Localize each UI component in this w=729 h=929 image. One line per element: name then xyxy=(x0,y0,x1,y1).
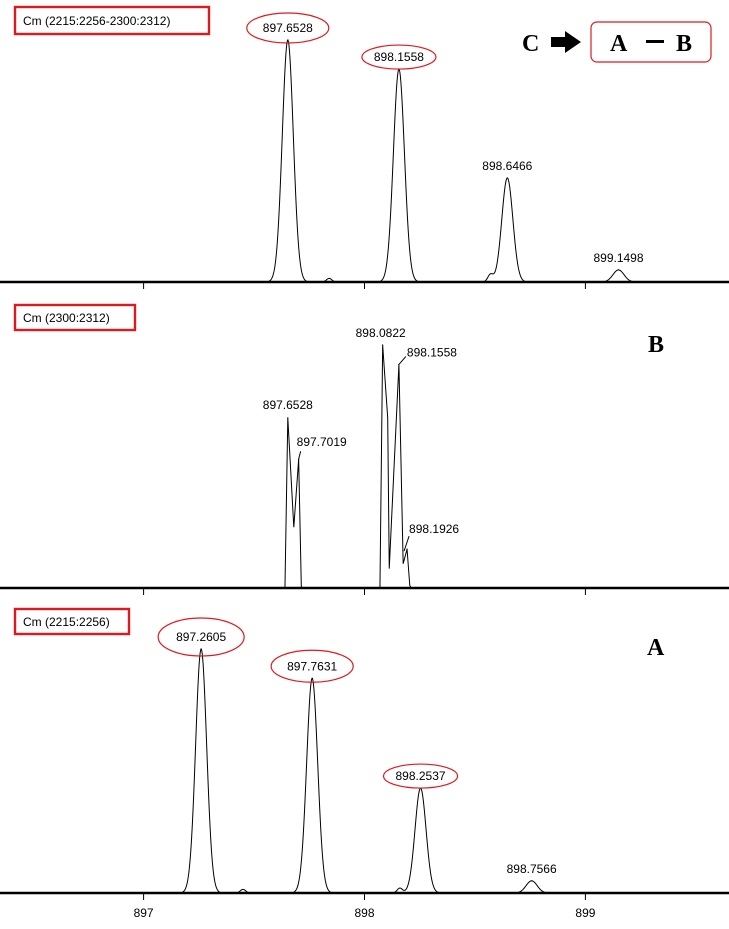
panel-a-letter: A xyxy=(647,635,665,661)
panel-a-peak-point xyxy=(531,880,533,882)
panel-a-tick-label-899: 899 xyxy=(575,906,595,920)
panel-c-highlight-ellipse xyxy=(246,12,330,44)
arrow-right-icon xyxy=(551,31,581,53)
panel-c-peak-label: 898.1558 xyxy=(374,50,424,64)
panel-c-name-text: Cm (2215:2256-2300:2312) xyxy=(23,14,170,28)
panel-b-peak-label: 897.7019 xyxy=(297,435,347,449)
panel-b-letter: B xyxy=(648,332,664,358)
panel-c-peak-label: 899.1498 xyxy=(593,251,643,265)
panel-a-peak-point xyxy=(200,648,202,650)
panel-c-peak-point xyxy=(617,269,620,271)
panel-c-spectrum-trace xyxy=(0,39,729,283)
panel-b-peak-label: 898.1558 xyxy=(407,345,457,359)
panel-a-highlight-ellipse xyxy=(382,763,459,789)
panel-a-peak-label: 898.2537 xyxy=(396,769,446,783)
panel-b-peak-label: 898.0822 xyxy=(356,326,406,340)
plots-layer: 897.6528898.1558898.6466899.1498897.6528… xyxy=(0,12,729,920)
panel-c-highlight-ellipse xyxy=(361,44,437,70)
panel-c-peak-label: 897.6528 xyxy=(263,21,313,35)
panel-a-peak-label: 897.2605 xyxy=(176,630,226,644)
panel-a-name-label: Cm (2215:2256) xyxy=(13,607,131,636)
panel-c-peak-label: 898.6466 xyxy=(482,159,532,173)
panel-b-name-label: Cm (2300:2312) xyxy=(13,303,137,332)
panel-b-leader-line xyxy=(398,356,407,365)
panel-a-peak-label: 897.7631 xyxy=(287,659,337,673)
panel-b-leader-line xyxy=(298,451,302,460)
panel-a-highlight-ellipse xyxy=(157,617,245,657)
panel-b-peak-point xyxy=(406,548,408,550)
panel-a-peak-point xyxy=(311,677,313,679)
panel-c-plot: 897.6528 898.1558 898.6466 899.1498 xyxy=(0,12,729,289)
panel-a-plot: 897 898 899 897.2605 897.7631 898.2537 898.756… xyxy=(0,617,729,920)
panel-b-peak-point xyxy=(382,344,384,346)
panel-b-spectrum-trace xyxy=(0,344,729,589)
formula-a-letter: A xyxy=(610,31,628,57)
formula-b-letter: B xyxy=(676,31,692,57)
panel-b-name-text: Cm (2300:2312) xyxy=(23,311,110,325)
formula-box xyxy=(590,21,712,63)
panel-c-peak-point xyxy=(287,39,289,41)
minus-sign xyxy=(646,40,664,43)
panel-a-name-text: Cm (2215:2256) xyxy=(23,615,110,629)
panel-c-name-label: Cm (2215:2256-2300:2312) xyxy=(13,5,211,36)
panel-b-peak-label: 897.6528 xyxy=(263,398,313,412)
formula-header: C A B xyxy=(522,21,712,63)
panel-a-peak-label: 898.7566 xyxy=(507,862,557,876)
panel-b-peak-point xyxy=(287,417,289,419)
panel-a-tick-label-897: 897 xyxy=(134,906,154,920)
panel-a-tick-label-898: 898 xyxy=(354,906,374,920)
panel-c-peak-point xyxy=(506,177,508,179)
panel-a-spectrum-trace xyxy=(0,648,729,894)
panel-a-highlight-ellipse xyxy=(270,649,354,683)
panel-b-leader-line xyxy=(403,535,410,552)
panel-b-peak-label: 898.1926 xyxy=(409,522,459,536)
formula-c-letter: C xyxy=(522,31,539,57)
